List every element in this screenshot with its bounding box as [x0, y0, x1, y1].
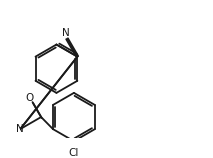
Text: O: O	[26, 93, 34, 103]
Text: N: N	[16, 124, 24, 134]
Text: Cl: Cl	[69, 148, 79, 158]
Text: N: N	[62, 28, 70, 38]
